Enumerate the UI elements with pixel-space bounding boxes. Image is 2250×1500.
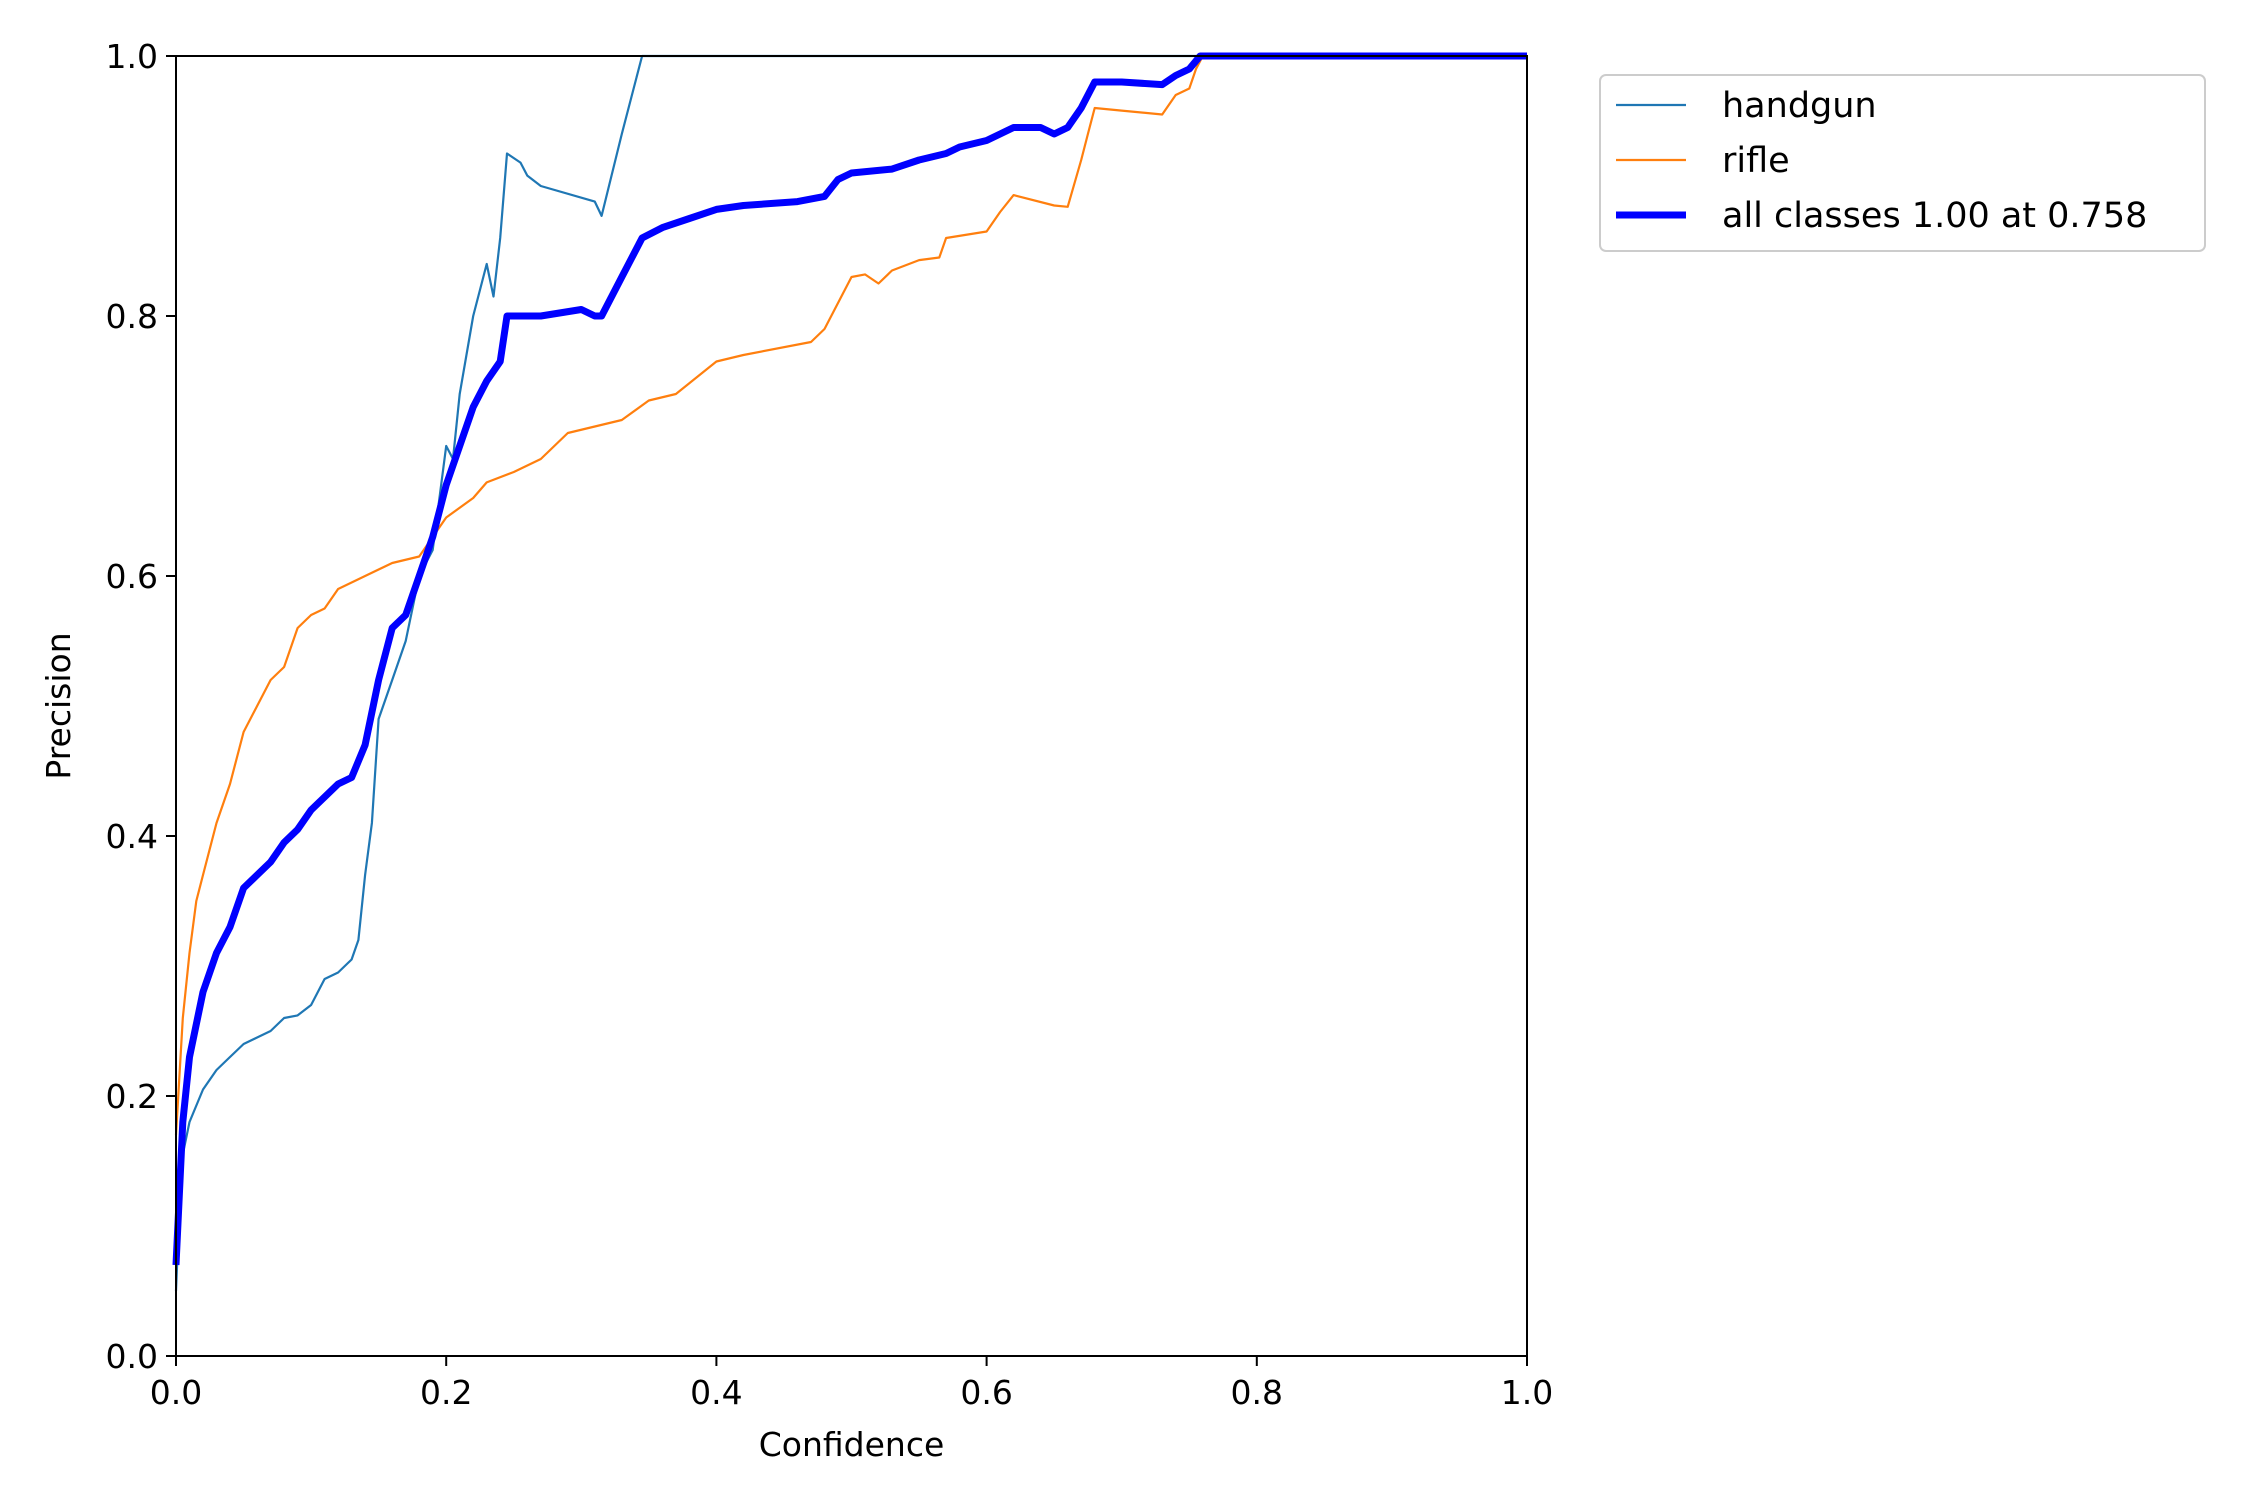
y-tick-label: 0.0 (106, 1337, 158, 1376)
x-tick-label: 1.0 (1501, 1373, 1553, 1412)
y-tick-label: 0.2 (106, 1077, 158, 1116)
legend-label-2: rifle (1722, 141, 1790, 181)
x-axis-label: Confidence (759, 1425, 945, 1464)
y-axis-label: Precision (39, 632, 78, 779)
x-tick-label: 0.2 (420, 1373, 472, 1412)
series-line-2 (174, 54, 1527, 1136)
legend-label-1: handgun (1722, 86, 1877, 126)
legend: handgun rifle all classes 1.00 at 0.758 (1599, 74, 2206, 252)
y-axis-ticks: 0.0 0.2 0.4 0.6 0.8 1.0 (106, 37, 176, 1376)
x-tick-label: 0.6 (960, 1373, 1012, 1412)
legend-label-3: all classes 1.00 at 0.758 (1722, 196, 2147, 236)
plot-frame (175, 55, 1528, 1357)
series-line-3 (172, 52, 1527, 1266)
y-tick-label: 0.4 (106, 817, 158, 856)
y-tick-label: 0.6 (106, 557, 158, 596)
y-tick-label: 0.8 (106, 297, 158, 336)
x-tick-label: 0.4 (690, 1373, 742, 1412)
x-tick-label: 0.0 (150, 1373, 202, 1412)
series-line-1 (174, 54, 1527, 1292)
x-axis-ticks: 0.0 0.2 0.4 0.6 0.8 1.0 (150, 1356, 1553, 1412)
legend-frame (1599, 74, 2206, 252)
series-layer (172, 52, 1527, 1292)
x-tick-label: 0.8 (1231, 1373, 1283, 1412)
y-tick-label: 1.0 (106, 37, 158, 76)
